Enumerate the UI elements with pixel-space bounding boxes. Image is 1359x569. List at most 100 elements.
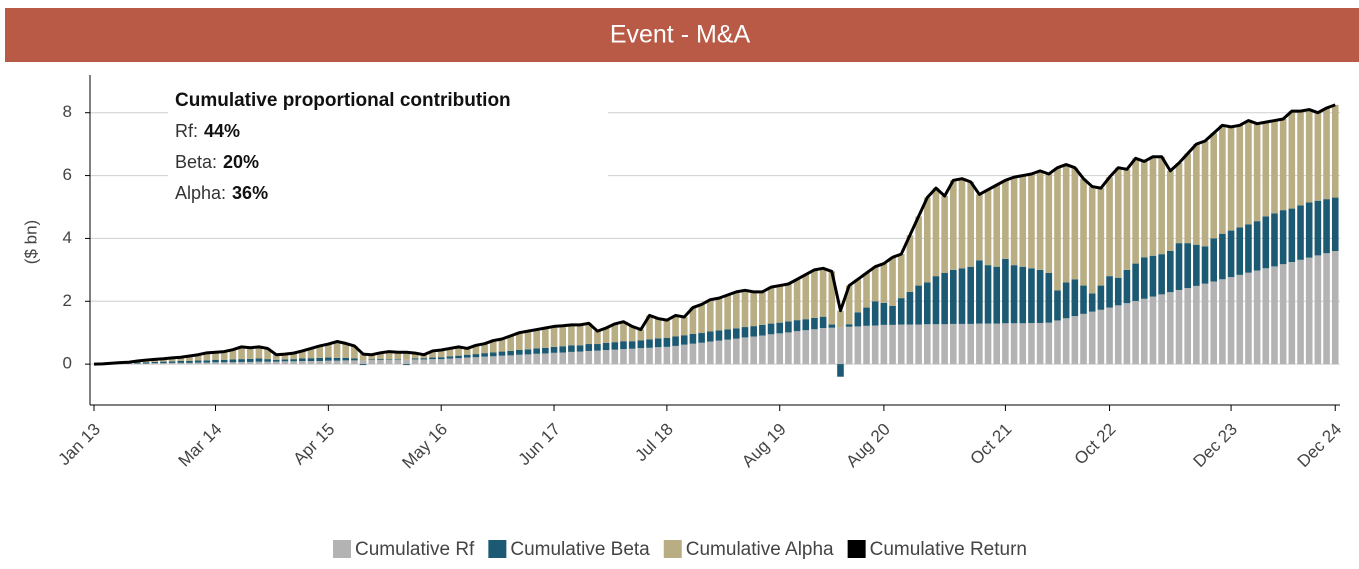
bar-segment: [394, 352, 402, 360]
bar-segment: [255, 346, 263, 359]
bar-segment: [359, 364, 367, 366]
bar-segment: [689, 343, 697, 365]
bar-segment: [585, 344, 593, 351]
bar-segment: [594, 350, 601, 365]
annotation-box: [168, 86, 608, 206]
bar-segment: [889, 306, 896, 325]
bar-segment: [1097, 285, 1105, 310]
bar-segment: [238, 346, 245, 360]
bar-segment: [463, 354, 471, 358]
bar-segment: [168, 361, 176, 363]
annotation-value: 20%: [223, 152, 259, 172]
bar-segment: [793, 331, 801, 365]
bar-segment: [1305, 109, 1313, 203]
bar-segment: [134, 362, 141, 364]
bar-segment: [342, 343, 350, 358]
bar-segment: [932, 276, 940, 325]
bar-segment: [516, 332, 523, 350]
x-tick-label: Jul 18: [631, 420, 677, 466]
bar-segment: [993, 323, 1001, 365]
bar-segment: [516, 350, 523, 355]
bar-segment: [1236, 125, 1244, 228]
bar-segment: [819, 328, 827, 365]
bar-segment: [1219, 233, 1226, 280]
legend-label: Cumulative Alpha: [686, 539, 834, 560]
bar-segment: [542, 347, 549, 354]
bar-segment: [481, 356, 488, 365]
bar-segment: [229, 349, 237, 360]
bar-segment: [429, 357, 436, 360]
x-tick-label: Aug 20: [842, 420, 894, 472]
bar-segment: [915, 324, 922, 365]
bar-segment: [316, 357, 323, 361]
bar-segment: [186, 361, 193, 363]
bar-segment: [1062, 282, 1070, 319]
bar-segment: [837, 327, 844, 365]
bar-segment: [281, 354, 289, 360]
bar-segment: [811, 269, 818, 318]
bar-segment: [1201, 246, 1209, 284]
bar-segment: [264, 359, 271, 362]
bar-segment: [1088, 311, 1096, 365]
bar-segment: [958, 323, 966, 365]
bar-segment: [724, 329, 731, 340]
bar-segment: [151, 361, 159, 364]
bar-segment: [307, 358, 315, 361]
bar-segment: [1219, 279, 1226, 365]
bar-segment: [854, 326, 862, 365]
bar-segment: [1140, 257, 1148, 299]
bar-segment: [923, 282, 931, 325]
bar-segment: [976, 260, 983, 324]
bar-segment: [437, 350, 445, 358]
bar-segment: [203, 360, 211, 363]
bar-segment: [238, 361, 245, 365]
bar-segment: [359, 360, 367, 365]
bar-segment: [628, 348, 636, 365]
bar-segment: [759, 324, 766, 336]
bar-segment: [897, 324, 905, 365]
x-tick-label: May 16: [398, 420, 451, 473]
bar-segment: [1201, 283, 1209, 365]
bar-segment: [646, 315, 653, 340]
bar-segment: [403, 352, 410, 360]
bar-segment: [568, 324, 575, 346]
bar-segment: [272, 361, 280, 365]
bar-segment: [750, 336, 757, 365]
bar-segment: [654, 347, 662, 365]
bar-segment: [1002, 180, 1009, 259]
bar-segment: [680, 335, 688, 345]
bar-segment: [1132, 263, 1139, 301]
bar-segment: [568, 351, 575, 365]
bar-segment: [828, 271, 836, 325]
bar-segment: [1019, 323, 1027, 365]
bar-segment: [533, 353, 540, 365]
x-tick-label: Oct 21: [967, 420, 1016, 469]
bar-segment: [637, 340, 645, 349]
bar-segment: [1184, 243, 1191, 289]
chart-title: Event - M&A: [610, 21, 751, 49]
bar-segment: [437, 357, 445, 360]
bar-segment: [420, 354, 428, 359]
bar-segment: [767, 334, 775, 365]
bar-segment: [177, 357, 185, 361]
bar-segment: [611, 349, 619, 365]
bar-segment: [654, 318, 662, 339]
bar-segment: [342, 357, 350, 361]
bar-segment: [837, 364, 844, 377]
bar-segment: [481, 343, 488, 354]
bar-segment: [733, 291, 740, 329]
bar-segment: [1123, 303, 1131, 365]
bar-segment: [1245, 224, 1252, 273]
bar-segment: [602, 328, 610, 343]
bar-segment: [220, 362, 228, 365]
bar-segment: [281, 361, 289, 365]
bar-segment: [246, 358, 254, 362]
legend-label: Cumulative Rf: [355, 539, 475, 560]
bar-segment: [802, 274, 810, 320]
bar-segment: [1262, 122, 1270, 217]
bar-segment: [351, 345, 358, 359]
bar-segment: [1132, 300, 1139, 365]
x-tick-label: Mar 14: [175, 420, 226, 471]
bar-segment: [1054, 167, 1061, 291]
bar-segment: [967, 181, 974, 267]
